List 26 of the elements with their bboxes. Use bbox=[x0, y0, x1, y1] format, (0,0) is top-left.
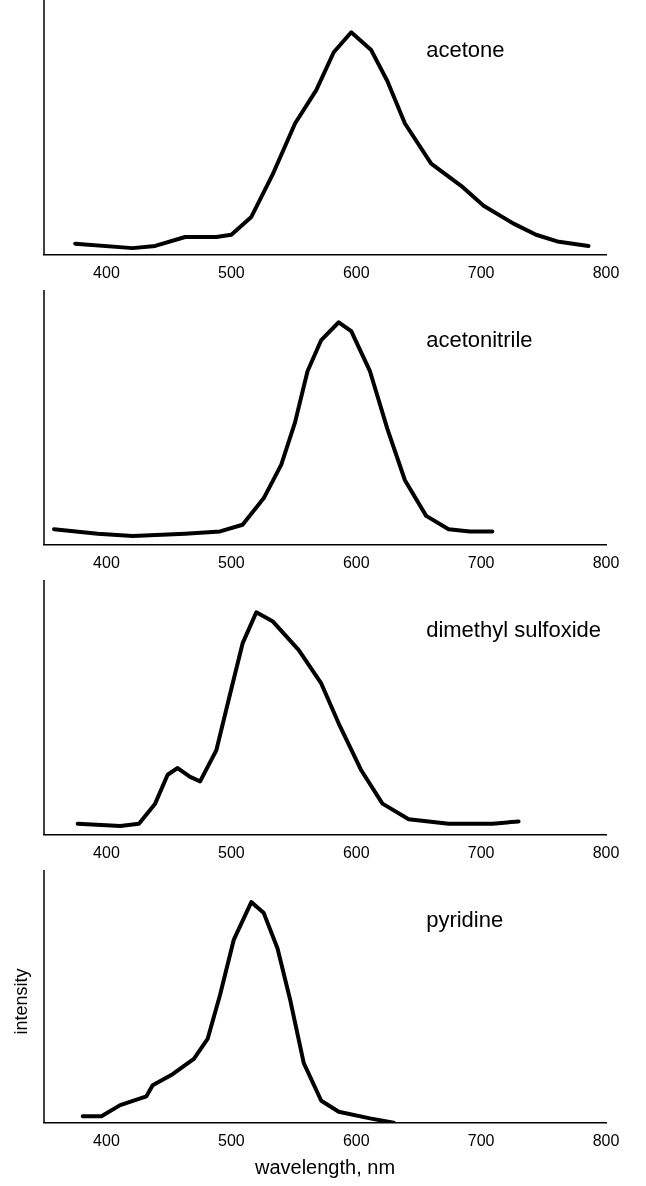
annotation: acetonitrile bbox=[426, 327, 533, 353]
x-tick-label: 400 bbox=[93, 263, 120, 281]
x-tick-label: 800 bbox=[592, 263, 620, 281]
x-tick-label: 800 bbox=[592, 1131, 620, 1149]
x-tick-label: 400 bbox=[93, 843, 120, 861]
x-tick-label: 500 bbox=[217, 843, 245, 861]
annotation: pyridine bbox=[426, 907, 504, 933]
x-tick-label: 600 bbox=[342, 553, 370, 571]
x-tick-label: 600 bbox=[342, 263, 370, 281]
annotation: acetone bbox=[426, 37, 505, 63]
x-tick-label: 500 bbox=[217, 1131, 245, 1149]
x-tick-label: 700 bbox=[467, 1131, 495, 1149]
x-tick-label: 800 bbox=[592, 553, 620, 571]
x-tick-label: 800 bbox=[592, 843, 620, 861]
x-tick-label: 400 bbox=[93, 1131, 120, 1149]
x-tick-label: 400 bbox=[93, 553, 120, 571]
annotation: dimethyl sulfoxide bbox=[426, 617, 602, 643]
y-axis-title: intensity bbox=[10, 968, 31, 1035]
x-tick-label: 700 bbox=[467, 843, 495, 861]
x-tick-label: 500 bbox=[217, 553, 245, 571]
x-tick-label: 700 bbox=[467, 553, 495, 571]
x-tick-label: 700 bbox=[467, 263, 495, 281]
x-axis-title: wavelength, nm bbox=[253, 1155, 396, 1178]
x-tick-label: 600 bbox=[342, 1131, 370, 1149]
x-tick-label: 600 bbox=[342, 843, 370, 861]
x-tick-label: 500 bbox=[217, 263, 245, 281]
